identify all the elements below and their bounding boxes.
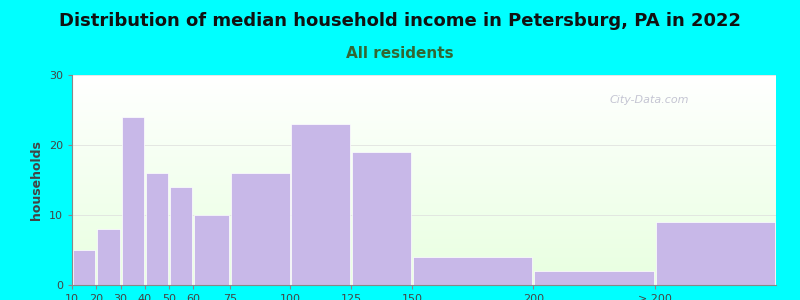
Bar: [534, 271, 654, 285]
Text: All residents: All residents: [346, 46, 454, 61]
Bar: [170, 187, 193, 285]
Text: Distribution of median household income in Petersburg, PA in 2022: Distribution of median household income …: [59, 12, 741, 30]
Bar: [73, 250, 95, 285]
Bar: [98, 229, 119, 285]
Y-axis label: households: households: [30, 140, 43, 220]
Bar: [655, 222, 775, 285]
Bar: [122, 117, 144, 285]
Bar: [352, 152, 411, 285]
Bar: [413, 257, 532, 285]
Bar: [230, 173, 290, 285]
Text: City-Data.com: City-Data.com: [610, 95, 689, 105]
Bar: [146, 173, 168, 285]
Bar: [291, 124, 350, 285]
Bar: [194, 215, 229, 285]
